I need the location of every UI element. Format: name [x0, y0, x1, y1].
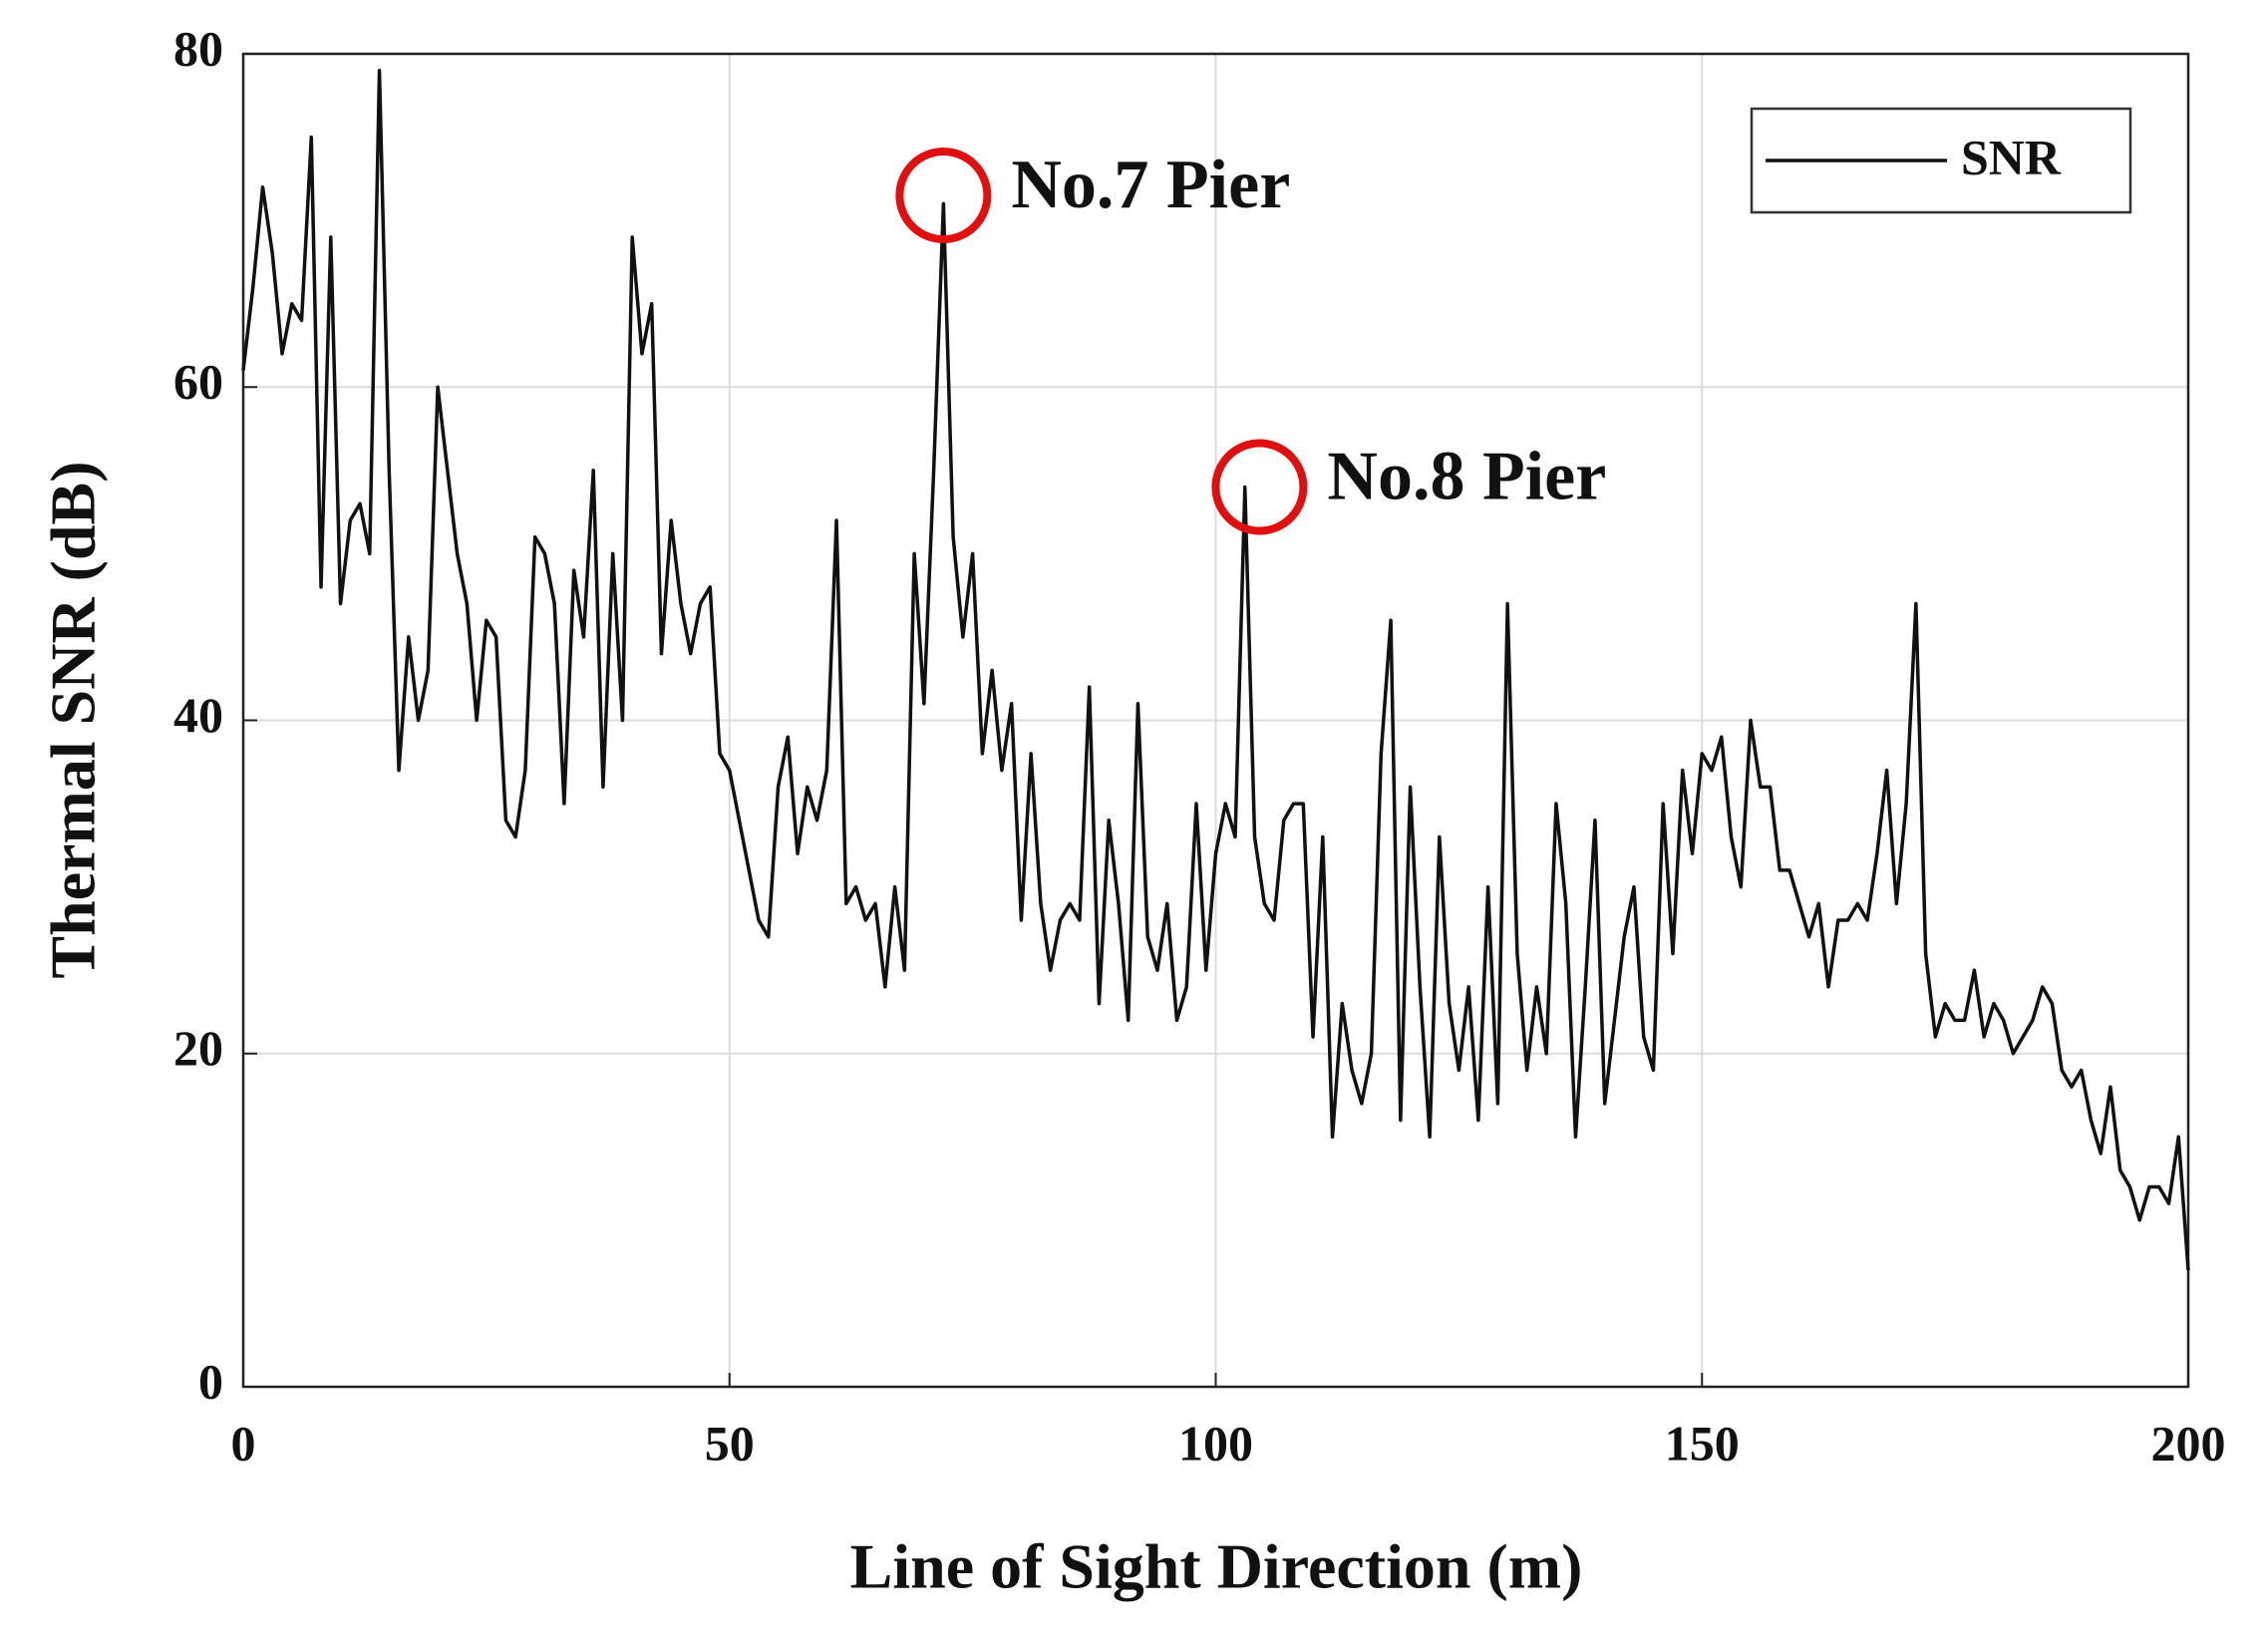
- y-tick-label: 60: [173, 354, 223, 410]
- x-tick-label: 150: [1665, 1415, 1740, 1471]
- x-tick-label: 200: [2151, 1415, 2226, 1471]
- annotation-text: No.8 Pier: [1327, 439, 1606, 515]
- annotation-marker: [895, 148, 992, 244]
- x-tick-label: 100: [1178, 1415, 1253, 1471]
- y-tick-label: 80: [173, 20, 223, 76]
- y-tick-label: 0: [198, 1353, 223, 1409]
- y-axis-label: Thermal SNR (dB): [38, 461, 109, 978]
- x-axis-label: Line of Sight Direction (m): [850, 1531, 1583, 1602]
- annotation-text: No.7 Pier: [1011, 147, 1290, 223]
- y-tick-label: 40: [173, 687, 223, 743]
- legend-text: SNR: [1961, 129, 2062, 184]
- data-line: [241, 68, 2190, 1271]
- plot-frame: [241, 52, 2190, 1389]
- x-tick-label: 50: [705, 1415, 755, 1471]
- annotation-marker: [1211, 439, 1308, 535]
- x-tick-label: 0: [231, 1415, 256, 1471]
- y-tick-label: 20: [173, 1020, 223, 1076]
